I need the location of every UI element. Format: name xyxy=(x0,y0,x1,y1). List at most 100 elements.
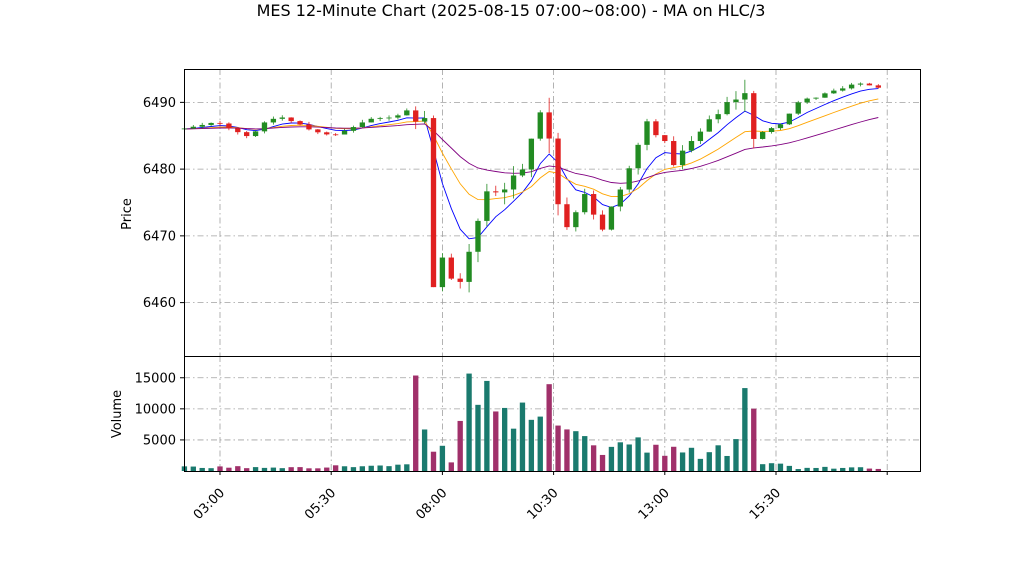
candle-body xyxy=(786,113,793,125)
volume-bar xyxy=(226,467,232,471)
candle-body xyxy=(244,132,250,137)
volume-bar xyxy=(635,437,641,471)
x-tick-label: 05:30 xyxy=(302,486,339,523)
candle-body xyxy=(724,102,730,115)
candle-body xyxy=(608,206,615,230)
volume-bar xyxy=(848,467,855,471)
candle-body xyxy=(377,117,383,119)
volume-bar xyxy=(831,468,837,471)
candle-body xyxy=(270,118,277,123)
volume-bar xyxy=(671,446,677,471)
candle-body xyxy=(635,144,641,169)
candle-body xyxy=(208,122,214,125)
volume-bar xyxy=(368,465,374,471)
volume-bar xyxy=(502,407,508,471)
candle-body xyxy=(190,126,196,129)
candle-body xyxy=(768,128,775,133)
volume-bar xyxy=(421,429,428,471)
volume-bar xyxy=(866,468,873,471)
candle-body xyxy=(866,83,873,86)
volume-bar xyxy=(857,467,864,471)
candle-body xyxy=(777,124,784,129)
volume-bars xyxy=(181,373,881,471)
volume-bar xyxy=(875,468,881,471)
candle-body xyxy=(279,117,285,119)
candle-body xyxy=(217,122,223,124)
volume-bar xyxy=(724,455,730,471)
candle-body xyxy=(555,138,561,205)
volume-bar xyxy=(199,467,205,471)
volume-tick-label: 10000 xyxy=(135,402,176,417)
volume-bar xyxy=(795,469,801,471)
volume-bar xyxy=(386,466,392,471)
candle-body xyxy=(475,220,481,252)
volume-bar xyxy=(493,411,499,471)
candle-body xyxy=(697,131,704,142)
volume-bar xyxy=(626,444,632,471)
candle-body xyxy=(715,114,721,120)
volume-bar xyxy=(733,439,739,471)
candle-body xyxy=(519,169,526,176)
volume-y-ticks: 5000 10000 15000 xyxy=(135,371,184,448)
volume-bar xyxy=(608,446,615,471)
price-tick-label: 6480 xyxy=(143,163,176,178)
volume-bar xyxy=(208,468,214,471)
volume-bar xyxy=(510,428,517,471)
candle-body xyxy=(297,121,303,125)
volume-bar xyxy=(457,420,463,471)
volume-bar xyxy=(706,452,712,471)
price-grid xyxy=(184,69,920,356)
candle-body xyxy=(795,102,801,114)
candle-body xyxy=(840,88,846,91)
candle-body xyxy=(537,112,543,139)
candle-body xyxy=(617,189,623,207)
volume-bar xyxy=(235,466,241,471)
x-ticks: 03:00 05:30 08:00 10:30 13:00 15:30 xyxy=(191,471,888,523)
candle-body xyxy=(466,251,472,282)
candle-body xyxy=(395,115,401,118)
volume-bar xyxy=(341,466,348,471)
price-panel-frame xyxy=(184,69,921,357)
volume-bar xyxy=(297,467,303,471)
volume-bar xyxy=(777,463,784,471)
candle-body xyxy=(457,278,463,282)
volume-bar xyxy=(679,452,686,471)
volume-bar xyxy=(742,388,748,471)
volume-bar xyxy=(697,458,704,471)
volume-bar xyxy=(768,463,775,471)
volume-bar xyxy=(395,464,401,471)
candle-body xyxy=(359,122,366,128)
candle-body xyxy=(599,214,606,230)
candle-body xyxy=(315,129,321,133)
volume-bar xyxy=(564,429,570,471)
candle-body xyxy=(341,130,348,135)
volume-bar xyxy=(190,466,196,471)
volume-bar xyxy=(555,425,561,471)
volume-bar xyxy=(217,466,223,471)
candle-body xyxy=(288,117,294,122)
volume-bar xyxy=(306,468,312,471)
candle-body xyxy=(644,121,650,145)
candle-body xyxy=(368,118,374,123)
candle-body xyxy=(350,127,357,131)
volume-bar xyxy=(475,404,481,471)
volume-bar xyxy=(617,442,623,471)
candle-body xyxy=(235,128,241,133)
volume-bar xyxy=(590,445,597,471)
x-tick-label: 03:00 xyxy=(191,486,228,523)
candle-body xyxy=(733,99,739,103)
volume-bar xyxy=(653,444,659,471)
candle-body xyxy=(528,138,535,170)
candle-body xyxy=(546,112,552,139)
volume-bar xyxy=(244,468,250,471)
volume-bar xyxy=(252,467,259,471)
candle-body xyxy=(493,191,499,193)
price-y-ticks: 6460 6470 6480 6490 xyxy=(143,96,184,311)
volume-bar xyxy=(715,445,721,471)
candle-body xyxy=(430,118,437,288)
candle-body xyxy=(564,204,570,228)
candle-body xyxy=(671,141,677,166)
volume-bar xyxy=(413,375,419,471)
candle-body xyxy=(306,124,312,130)
